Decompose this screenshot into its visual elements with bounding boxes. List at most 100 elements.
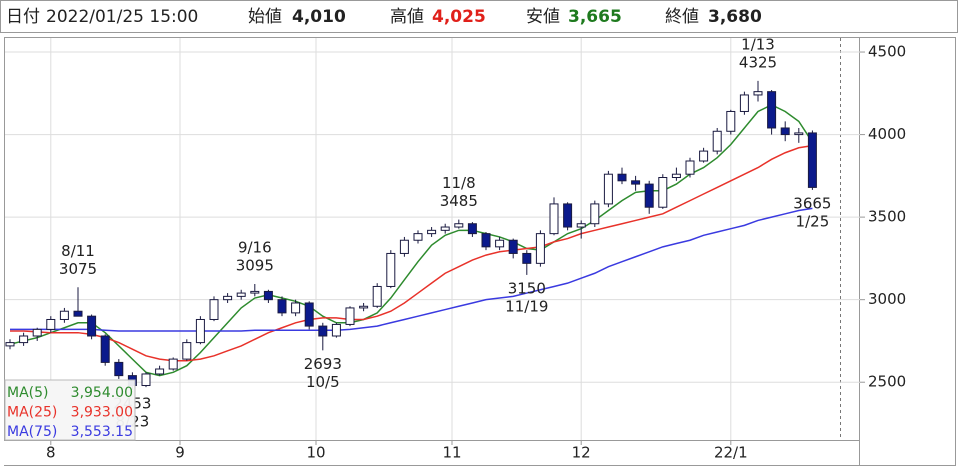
candle-body xyxy=(399,239,409,254)
annotation-date: 8/11 xyxy=(61,242,95,260)
candle-body xyxy=(549,203,559,235)
candle-body xyxy=(631,180,641,185)
annotation-date: 11/19 xyxy=(505,297,548,315)
candle-body xyxy=(372,285,382,307)
legend-label: MA(75) xyxy=(7,424,57,440)
candle-body xyxy=(767,91,777,129)
candle-body xyxy=(481,233,491,248)
legend-box xyxy=(4,379,136,441)
candle-body xyxy=(454,223,464,228)
candle-body xyxy=(440,226,450,231)
candle-body xyxy=(359,305,369,309)
annotation-date: 10/5 xyxy=(306,373,340,391)
annotation-date: 11/8 xyxy=(442,174,476,192)
candle-body xyxy=(19,335,29,344)
candle-body xyxy=(699,150,709,162)
candle-body xyxy=(73,310,83,317)
annotation-value: 3150 xyxy=(508,279,546,297)
x-tick-label: 10 xyxy=(306,444,325,462)
candle-body xyxy=(617,173,627,182)
candle-body xyxy=(263,290,273,301)
candle-body xyxy=(427,229,437,235)
candle-body xyxy=(209,299,219,320)
candle-body xyxy=(223,295,233,301)
x-tick-label: 11 xyxy=(442,444,461,462)
annotation-date: 9/16 xyxy=(238,238,272,256)
candle-body xyxy=(87,315,97,337)
y-tick-label: 4000 xyxy=(868,125,906,143)
label: 安値 xyxy=(526,7,560,27)
header-box xyxy=(0,0,958,33)
axis-frame xyxy=(859,37,956,466)
candle-body xyxy=(794,132,804,136)
candle-body xyxy=(658,177,668,208)
label: 日付 xyxy=(6,7,40,27)
value: 4,010 xyxy=(292,7,346,27)
annotation-value: 3075 xyxy=(59,260,97,278)
candle-body xyxy=(807,132,817,188)
candle-body xyxy=(386,252,396,287)
candle-body xyxy=(250,290,260,294)
plot-frame xyxy=(4,37,860,441)
annotation-value: 2693 xyxy=(304,355,342,373)
candle-body xyxy=(345,307,355,325)
candle-body xyxy=(712,130,722,152)
candle-body xyxy=(141,373,151,387)
annotation-value: 3485 xyxy=(440,192,478,210)
candle-body xyxy=(195,318,205,344)
legend-value: 3,954.00 xyxy=(71,385,133,401)
candle-body xyxy=(671,173,681,179)
candle-body xyxy=(780,127,790,136)
candle-body xyxy=(576,223,586,228)
candle-body xyxy=(685,160,695,175)
candle-body xyxy=(522,252,532,264)
candle-body xyxy=(32,328,42,337)
annotation-value: 4325 xyxy=(739,53,777,71)
candle-body xyxy=(753,91,763,96)
candle-body xyxy=(644,183,654,208)
annotation-date: 1/13 xyxy=(741,35,775,53)
candle-body xyxy=(413,233,423,241)
candle-body xyxy=(726,110,736,132)
candle-body xyxy=(739,94,749,112)
label: 終値 xyxy=(665,7,699,27)
annotation-value: 3665 xyxy=(793,194,831,212)
x-tick-label: 22/1 xyxy=(714,444,748,462)
candle-body xyxy=(563,203,573,228)
candle-body xyxy=(114,361,124,377)
y-tick-label: 2500 xyxy=(868,373,906,391)
candle-body xyxy=(155,368,165,375)
label: 始値 xyxy=(248,7,282,27)
candle-body xyxy=(603,173,613,205)
candle-body xyxy=(100,335,110,363)
y-tick-label: 4500 xyxy=(868,43,906,61)
date: 2022/01/25 15:00 xyxy=(46,7,198,27)
value: 3,680 xyxy=(708,7,762,27)
candle-body xyxy=(168,358,178,370)
candle-body xyxy=(467,223,477,235)
ma-line xyxy=(10,144,813,362)
candle-body xyxy=(590,203,600,225)
label: 高値 xyxy=(390,7,424,27)
x-tick-label: 12 xyxy=(572,444,591,462)
candle-body xyxy=(508,239,518,254)
candle-body xyxy=(236,292,246,297)
candle-body xyxy=(331,323,341,337)
candle-body xyxy=(5,342,15,347)
candle-body xyxy=(277,299,287,314)
candle-body xyxy=(291,302,301,314)
y-tick-label: 3000 xyxy=(868,290,906,308)
annotation-date: 1/25 xyxy=(796,212,830,230)
value: 3,665 xyxy=(568,7,622,27)
header: 日付 2022/01/25 15:00 始値 4,010 高値 4,025 安値… xyxy=(0,0,958,33)
candle-body xyxy=(182,342,192,360)
x-tick-label: 9 xyxy=(175,444,185,462)
legend-value: 3,933.00 xyxy=(71,405,133,421)
ma-line xyxy=(10,207,813,332)
legend-label: MA(25) xyxy=(7,405,57,421)
candle-body xyxy=(59,310,69,320)
y-tick-label: 3500 xyxy=(868,208,906,226)
ma-line xyxy=(9,104,814,377)
candle-body xyxy=(535,233,545,264)
